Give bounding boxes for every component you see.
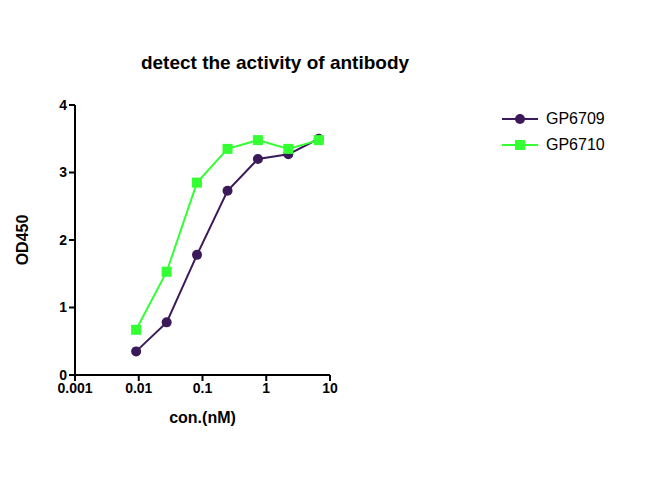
svg-text:2: 2 (59, 232, 67, 248)
svg-text:1: 1 (262, 380, 270, 396)
html-text:GP6709: GP6709 (546, 110, 605, 127)
svg-text:10: 10 (322, 380, 338, 396)
svg-text:0.01: 0.01 (125, 380, 152, 396)
html-text:detect the activity of antibod: detect the activity of antibody (140, 52, 410, 73)
html-text:GP6710: GP6710 (546, 136, 605, 153)
svg-text:OD450: OD450 (14, 215, 31, 266)
svg-text:3: 3 (59, 164, 67, 180)
svg-text:0: 0 (59, 367, 67, 383)
svg-text:1: 1 (59, 299, 67, 315)
svg-text:4: 4 (59, 97, 67, 113)
svg-text:0.1: 0.1 (193, 380, 213, 396)
svg-text:0.001: 0.001 (57, 379, 93, 396)
svg-text:con.(nM): con.(nM) (169, 409, 236, 426)
